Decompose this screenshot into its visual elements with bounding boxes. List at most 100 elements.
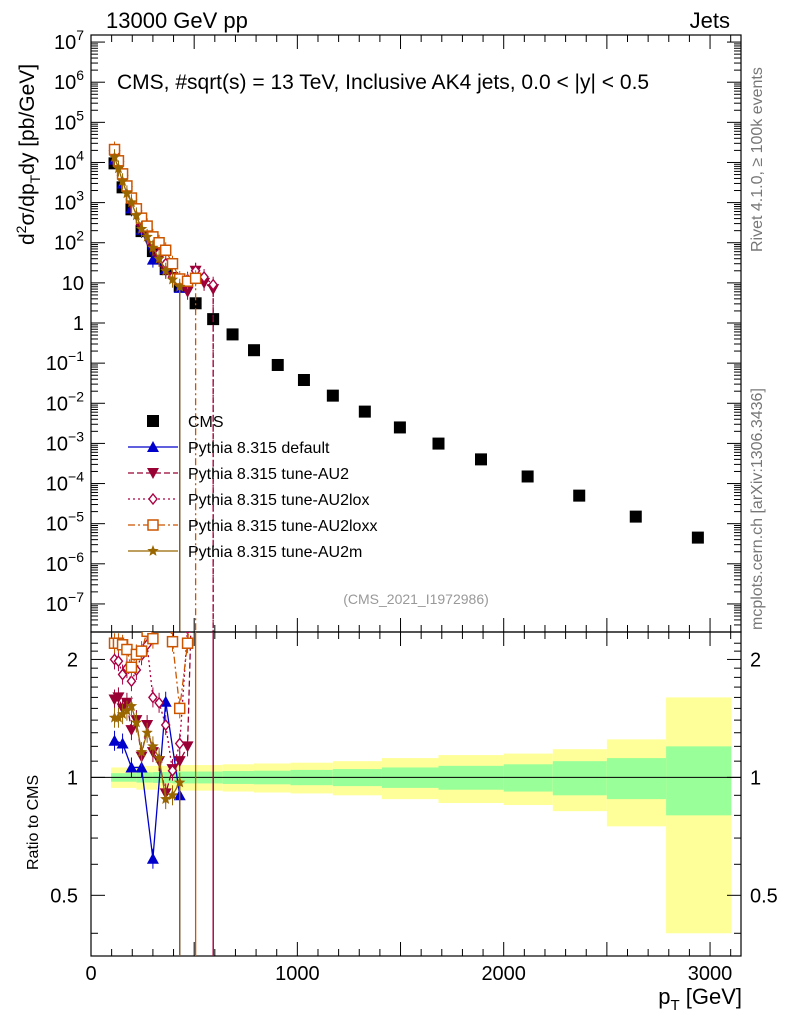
pythia-8-315-tune-au2m-ratio-point bbox=[153, 752, 165, 763]
main-frame bbox=[90, 34, 742, 633]
pythia-8-315-default-ratio-point bbox=[108, 734, 121, 746]
pythia-8-315-tune-au2-point bbox=[181, 286, 194, 298]
pythia-8-315-default-ratio-point bbox=[116, 737, 129, 749]
x-tick-label: 0 bbox=[85, 963, 96, 985]
ratio-band-inner bbox=[666, 746, 732, 816]
side-rivet: Rivet 4.1.0, ≥ 100k events bbox=[749, 67, 766, 252]
legend-marker-pythia-8-315-tune-au2 bbox=[147, 468, 159, 479]
pythia-8-315-tune-au2lox-ratio-point bbox=[117, 668, 128, 681]
cms-point bbox=[326, 389, 339, 402]
cms-point bbox=[629, 510, 642, 523]
pythia-8-315-tune-au2loxx-ratio-point bbox=[125, 661, 138, 674]
y-tick-label: 103 bbox=[54, 188, 84, 215]
cms-point bbox=[358, 405, 371, 418]
pythia-8-315-tune-au2loxx-point bbox=[166, 257, 179, 270]
ratio-tick-label-left: 1 bbox=[67, 767, 78, 789]
cms-point bbox=[271, 358, 284, 371]
y-tick-label: 10−3 bbox=[46, 428, 84, 455]
cms-point bbox=[691, 531, 704, 544]
y-tick-label: 104 bbox=[54, 147, 84, 174]
x-axis-label: pT [GeV] bbox=[658, 984, 742, 1014]
x-tick-label: 3000 bbox=[688, 963, 733, 985]
legend-label-pythia-8-315-tune-au2: Pythia 8.315 tune-AU2 bbox=[188, 466, 349, 483]
pythia-8-315-tune-au2loxx-ratio-point bbox=[173, 702, 186, 715]
pythia-8-315-default-ratio-point bbox=[146, 852, 159, 864]
ratio-tick-label-left: 0.5 bbox=[50, 885, 78, 907]
pythia-8-315-tune-au2loxx-point bbox=[189, 272, 202, 285]
pythia-8-315-tune-au2-ratio-point bbox=[112, 692, 125, 704]
pythia-8-315-tune-au2m-point bbox=[125, 196, 138, 208]
x-tick-label: 2000 bbox=[481, 963, 526, 985]
y-tick-label: 10−6 bbox=[46, 549, 84, 576]
y-tick-label: 1 bbox=[73, 313, 84, 335]
pythia-8-315-tune-au2loxx-ratio-point bbox=[181, 637, 194, 649]
y-tick-label: 10−7 bbox=[46, 589, 84, 616]
cms-point bbox=[226, 328, 239, 341]
pythia-8-315-tune-au2m-point bbox=[130, 209, 143, 221]
pythia-8-315-tune-au2m-point bbox=[108, 151, 121, 163]
legend-label-pythia-8-315-tune-au2loxx: Pythia 8.315 tune-AU2loxx bbox=[188, 518, 377, 535]
legend-marker-pythia-8-315-tune-au2lox bbox=[148, 492, 158, 506]
pythia-8-315-tune-au2m-ratio-point bbox=[141, 726, 153, 738]
ratio-y-axis-label: Ratio to CMS bbox=[25, 775, 42, 870]
ratio-tick-label-right: 2 bbox=[750, 649, 761, 671]
legend-marker-pythia-8-315-default bbox=[147, 441, 159, 452]
watermark: (CMS_2021_I1972986) bbox=[343, 591, 489, 607]
pythia-8-315-tune-au2-ratio-point bbox=[173, 756, 186, 768]
chart-title: CMS, #sqrt(s) = 13 TeV, Inclusive AK4 je… bbox=[117, 71, 649, 94]
header-left: 13000 GeV pp bbox=[106, 8, 248, 33]
pythia-8-315-tune-au2loxx-ratio-point bbox=[166, 635, 179, 648]
pythia-8-315-tune-au2m-ratio-point bbox=[116, 708, 129, 719]
y-tick-label: 102 bbox=[54, 228, 84, 255]
y-tick-label: 10 bbox=[62, 273, 84, 295]
pythia-8-315-tune-au2m-ratio-point bbox=[147, 740, 159, 752]
y-tick-label: 106 bbox=[54, 67, 84, 94]
side-mcplots: mcplots.cern.ch [arXiv:1306.3436] bbox=[749, 388, 766, 630]
y-tick-label: 10−4 bbox=[46, 469, 84, 496]
legend-label-cms: CMS bbox=[188, 414, 224, 431]
pythia-8-315-tune-au2lox-ratio-point bbox=[154, 696, 164, 709]
pythia-8-315-tune-au2m-ratio-point bbox=[174, 776, 186, 788]
y-tick-label: 10−1 bbox=[46, 348, 84, 375]
cms-point bbox=[432, 437, 445, 450]
pythia-8-315-tune-au2lox-ratio-point bbox=[167, 764, 178, 777]
pythia-8-315-tune-au2m-ratio-point bbox=[121, 704, 133, 716]
legend-label-pythia-8-315-tune-au2m: Pythia 8.315 tune-AU2m bbox=[188, 544, 362, 561]
pythia-8-315-tune-au2loxx-point bbox=[153, 236, 165, 249]
pythia-8-315-tune-au2m-ratio-point bbox=[125, 700, 138, 711]
legend-marker-pythia-8-315-tune-au2loxx bbox=[147, 519, 159, 531]
header-right: Jets bbox=[690, 8, 730, 33]
legend-marker-pythia-8-315-tune-au2m bbox=[147, 545, 159, 556]
pythia-8-315-tune-au2m-ratio-point bbox=[135, 746, 148, 757]
pythia-8-315-tune-au2m-ratio-point bbox=[166, 789, 179, 801]
pythia-8-315-tune-au2m-point bbox=[166, 273, 179, 285]
cms-point bbox=[573, 489, 586, 502]
pythia-8-315-tune-au2loxx-ratio-point bbox=[121, 643, 133, 656]
x-tick-label: 1000 bbox=[275, 963, 320, 985]
ratio-band-inner bbox=[552, 761, 607, 796]
pythia-8-315-tune-au2lox-ratio-point bbox=[113, 655, 124, 668]
pythia-8-315-tune-au2m-point bbox=[141, 230, 153, 242]
pythia-8-315-tune-au2m-point bbox=[147, 241, 159, 253]
pythia-8-315-tune-au2-ratio-line bbox=[114, 632, 192, 794]
pythia-8-315-default-point bbox=[146, 253, 159, 265]
legend-label-pythia-8-315-tune-au2lox: Pythia 8.315 tune-AU2lox bbox=[188, 492, 369, 509]
pythia-8-315-tune-au2loxx-ratio-point bbox=[154, 597, 164, 607]
pythia-8-315-tune-au2m-point bbox=[153, 252, 165, 264]
pythia-8-315-tune-au2m-ratio-point bbox=[160, 793, 172, 804]
legend-marker-cms bbox=[147, 415, 159, 427]
pythia-8-315-default-ratio-point bbox=[135, 761, 148, 773]
main-series-group bbox=[108, 141, 704, 632]
y-tick-label: 105 bbox=[54, 107, 84, 134]
pythia-8-315-tune-au2loxx-ratio-point bbox=[135, 645, 148, 657]
cms-point bbox=[297, 374, 310, 387]
ratio-tick-label-left: 2 bbox=[67, 649, 78, 671]
pythia-8-315-default-ratio-point bbox=[125, 761, 138, 773]
main-plot: 10−7 10−6 10−5 10−4 10−3 10−2 10−1 1 10 102 103 104… bbox=[46, 27, 742, 956]
cms-point bbox=[189, 297, 202, 310]
cms-point bbox=[393, 421, 406, 434]
ratio-plot: 0 1000 2000 3000 0.5 0.5 1 1 2 2 bbox=[50, 597, 778, 985]
ratio-tick-label-right: 0.5 bbox=[750, 885, 778, 907]
pythia-8-315-tune-au2m-point bbox=[135, 223, 148, 234]
ratio-series-group bbox=[108, 597, 214, 956]
